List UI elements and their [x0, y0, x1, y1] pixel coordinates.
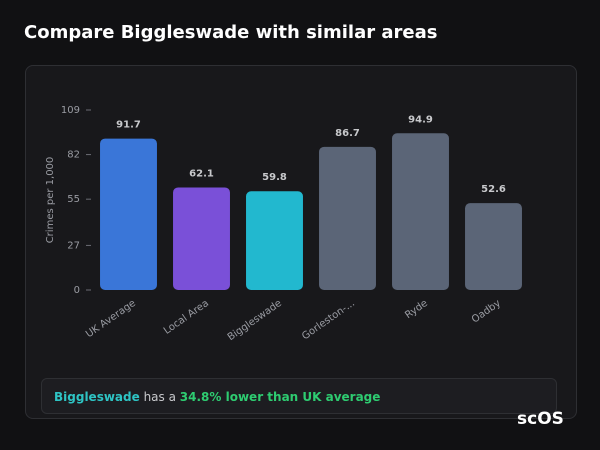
- y-tick-label: 82: [67, 150, 80, 161]
- x-tick-label: Local Area: [162, 298, 211, 337]
- logo: scOS: [517, 409, 564, 429]
- y-tick-label: 0: [74, 285, 80, 296]
- x-tick-label: Biggleswade: [226, 298, 284, 343]
- page-title: Compare Biggleswade with similar areas: [24, 22, 438, 43]
- bar: [392, 133, 449, 290]
- y-tick-label: 27: [67, 240, 80, 251]
- y-axis-label: Crimes per 1,000: [45, 157, 56, 244]
- bar: [319, 146, 376, 290]
- y-tick-label: 55: [67, 194, 80, 205]
- x-tick-label: Gorleston-...: [300, 298, 357, 342]
- value-label: 94.9: [408, 114, 433, 125]
- value-label: 86.7: [335, 128, 360, 139]
- x-tick-label: Ryde: [403, 298, 430, 321]
- bar: [173, 187, 230, 290]
- value-label: 91.7: [116, 120, 141, 131]
- bar: [246, 191, 303, 290]
- summary-area: Biggleswade: [54, 390, 140, 404]
- summary-text: has a: [143, 390, 176, 404]
- summary-comparison: 34.8% lower than UK average: [179, 390, 381, 404]
- value-label: 52.6: [481, 184, 506, 195]
- summary: Biggleswade has a 34.8% lower than UK av…: [41, 378, 557, 414]
- value-label: 62.1: [189, 168, 214, 179]
- bar: [100, 138, 157, 290]
- bar: [465, 203, 522, 290]
- value-label: 59.8: [262, 172, 287, 183]
- y-tick-label: 109: [61, 105, 80, 116]
- x-tick-label: Oadby: [470, 298, 503, 326]
- x-tick-label: UK Average: [84, 298, 138, 340]
